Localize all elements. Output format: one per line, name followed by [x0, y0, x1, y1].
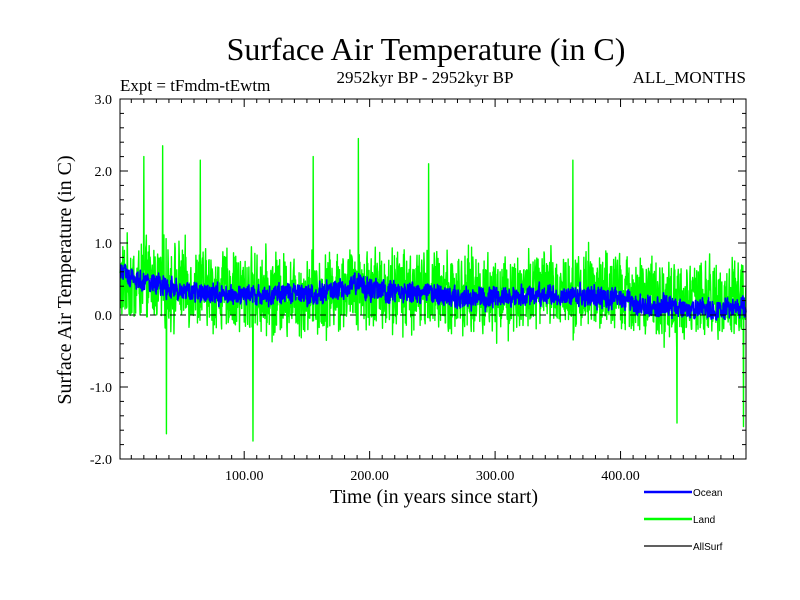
y-tick-label: -2.0	[90, 453, 112, 468]
x-axis-label: Time (in years since start)	[330, 486, 538, 508]
legend: Ocean Land AllSurf	[644, 488, 723, 553]
x-tick-label: 400.00	[601, 469, 640, 484]
months-label: ALL_MONTHS	[633, 68, 746, 87]
y-tick-label: -1.0	[90, 381, 112, 396]
legend-label-ocean: Ocean	[693, 488, 722, 499]
plot-frame	[119, 98, 747, 460]
experiment-label: Expt = tFmdm-tEwtm	[120, 76, 270, 95]
legend-label-land: Land	[693, 515, 715, 526]
period-label: 2952kyr BP - 2952kyr BP	[337, 68, 514, 87]
x-tick-label: 100.00	[225, 469, 264, 484]
series-line-ocean	[119, 263, 747, 321]
y-axis-label: Surface Air Temperature (in C)	[54, 155, 76, 404]
legend-label-allsurf: AllSurf	[693, 542, 723, 553]
chart-title: Surface Air Temperature (in C)	[227, 31, 626, 67]
series-line-land	[119, 137, 747, 442]
y-tick-label: 2.0	[95, 165, 113, 180]
x-tick-label: 200.00	[350, 469, 389, 484]
plot-data	[119, 137, 747, 442]
y-tick-label: 0.0	[95, 309, 113, 324]
x-tick-label: 300.00	[476, 469, 515, 484]
y-tick-label: 1.0	[95, 237, 113, 252]
y-tick-label: 3.0	[95, 93, 113, 108]
axis-layer: 100.00 200.00 300.00 400.00 3.0 2.0 1.0 0.0 -1.0…	[90, 93, 746, 484]
